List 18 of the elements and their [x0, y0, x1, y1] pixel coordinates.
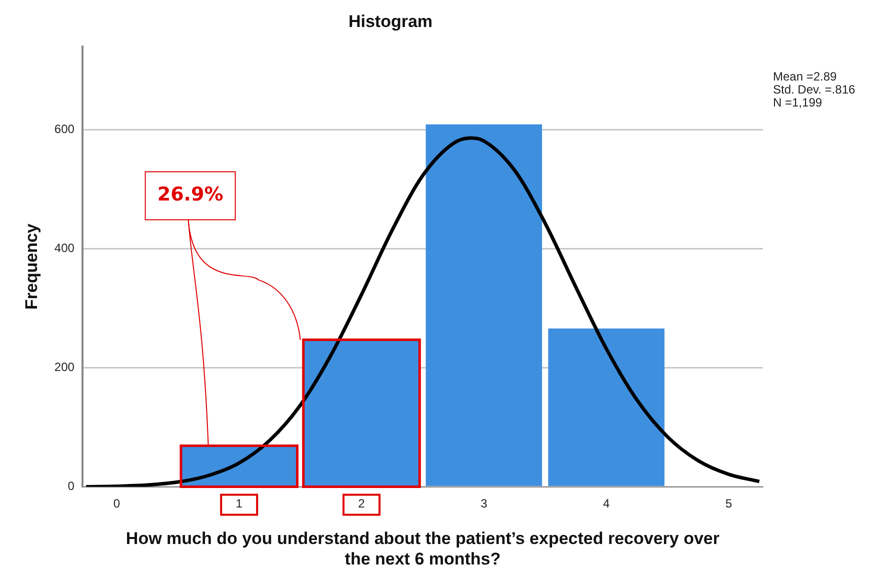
- y-tick-label: 600: [54, 122, 75, 136]
- text: Std. Dev. =.816: [773, 82, 856, 97]
- y-tick-label: 0: [68, 479, 75, 494]
- x-tick-label: 4: [602, 496, 610, 510]
- x-tick-label: 1: [236, 496, 243, 510]
- chart-title: Histogram: [348, 12, 433, 31]
- text: N =1,199: [773, 96, 822, 110]
- y-tick-label: 400: [54, 241, 75, 256]
- y-tick-label: 200: [54, 360, 75, 374]
- y-axis-title: Frequency: [22, 223, 41, 310]
- line-series: [84, 136, 762, 487]
- text: Mean =2.89: [773, 70, 838, 84]
- x-tick-label: 5: [725, 496, 732, 510]
- annotation: 26.9%: [157, 184, 224, 206]
- x-tick-label: 3: [480, 496, 488, 510]
- x-tick-label: 0: [113, 496, 120, 510]
- x-tick-label: 2: [358, 496, 366, 510]
- x-axis-title: How much do you understand about the patient’s expected recovery over the next 6 months?: [126, 529, 720, 568]
